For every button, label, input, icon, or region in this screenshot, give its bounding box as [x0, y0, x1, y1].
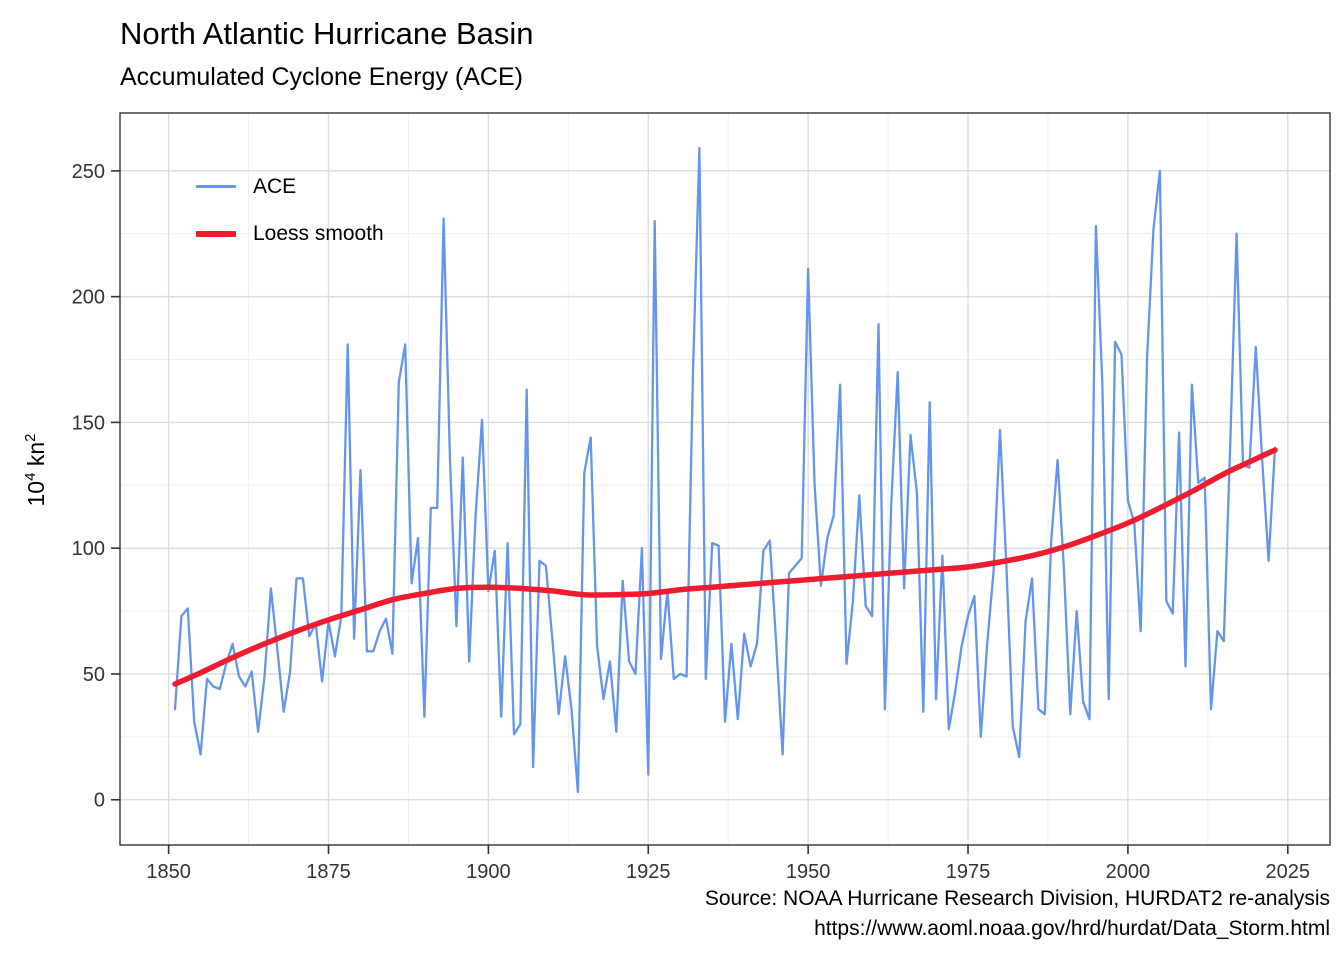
y-tick-label: 200 — [72, 287, 105, 309]
source-caption-line2: https://www.aoml.noaa.gov/hrd/hurdat/Dat… — [814, 917, 1330, 940]
legend-label-ace: ACE — [253, 174, 297, 198]
x-tick-label: 1875 — [306, 861, 351, 883]
x-tick-label: 1925 — [626, 861, 671, 883]
y-tick-label: 0 — [94, 790, 105, 812]
legend-item-ace: ACE — [196, 163, 384, 210]
chart-subtitle: Accumulated Cyclone Energy (ACE) — [120, 63, 523, 91]
source-caption-line1: Source: NOAA Hurricane Research Division… — [704, 887, 1330, 910]
x-tick-label: 1850 — [146, 861, 191, 883]
legend-label-loess: Loess smooth — [253, 221, 384, 245]
y-tick-label: 250 — [72, 161, 105, 183]
loess-smooth-line — [172, 447, 1278, 687]
panel-border — [119, 112, 1331, 846]
loess-line-swatch — [196, 230, 236, 237]
y-tick-label: 100 — [72, 538, 105, 560]
x-tick-label: 2000 — [1106, 861, 1151, 883]
x-tick-label: 1900 — [466, 861, 511, 883]
chart-title: North Atlantic Hurricane Basin — [120, 16, 534, 51]
x-tick-label: 1975 — [946, 861, 991, 883]
legend-item-loess: Loess smooth — [196, 210, 384, 257]
source-caption: Source: NOAA Hurricane Research Division… — [705, 884, 1330, 944]
y-tick-label: 50 — [83, 664, 105, 686]
x-tick-label: 2025 — [1266, 861, 1311, 883]
legend: ACE Loess smooth — [196, 163, 384, 257]
y-tick-label: 150 — [72, 412, 105, 434]
x-axis-ticks: 1850 1875 1900 1925 1950 1975 2000 2025 — [146, 845, 1310, 883]
y-axis-ticks: 0 50 100 150 200 250 — [72, 161, 120, 812]
ace-series-line — [173, 147, 1277, 794]
x-tick-label: 1950 — [786, 861, 831, 883]
ace-line-swatch — [196, 185, 236, 188]
minor-gridlines — [120, 113, 1330, 845]
